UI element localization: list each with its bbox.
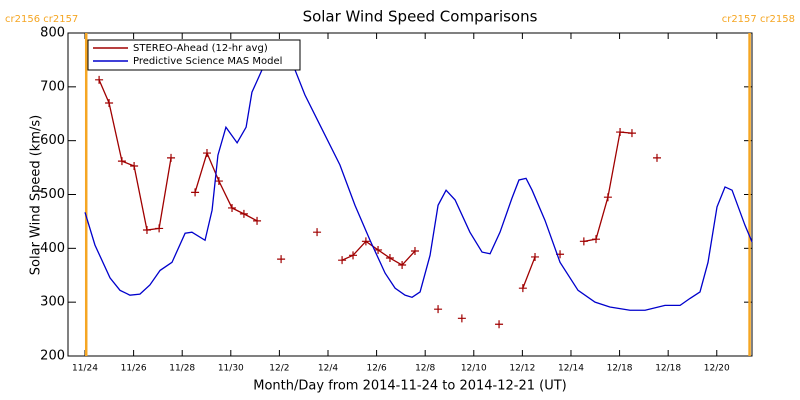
data-point bbox=[142, 226, 151, 235]
plot-frame bbox=[67, 32, 753, 357]
y-tick-label: 500 bbox=[40, 187, 65, 202]
data-point bbox=[117, 157, 126, 166]
data-point bbox=[398, 261, 407, 270]
data-point bbox=[239, 209, 248, 218]
x-tick-label: 12/6 bbox=[366, 364, 386, 374]
legend-label: STEREO-Ahead (12-hr avg) bbox=[133, 43, 268, 54]
y-tick-label: 600 bbox=[40, 133, 65, 148]
data-point bbox=[313, 228, 322, 237]
series-line bbox=[522, 256, 536, 289]
x-tick-label: 12/20 bbox=[704, 364, 730, 374]
data-point bbox=[410, 247, 419, 256]
x-axis-label: Month/Day from 2014-11-24 to 2014-12-21 … bbox=[253, 379, 566, 394]
y-tick-label: 300 bbox=[40, 295, 65, 310]
x-tick-label: 12/8 bbox=[415, 364, 435, 374]
series-line bbox=[583, 131, 633, 242]
data-point bbox=[457, 314, 466, 323]
y-tick-label: 800 bbox=[40, 26, 65, 41]
chart-title: Solar Wind Speed Comparisons bbox=[303, 8, 538, 26]
data-point bbox=[361, 237, 370, 246]
data-point bbox=[518, 284, 527, 293]
y-tick-label: 200 bbox=[40, 349, 65, 364]
data-point bbox=[214, 177, 223, 186]
legend-box bbox=[87, 39, 301, 71]
legend-label: Predictive Science MAS Model bbox=[133, 56, 282, 67]
data-point bbox=[616, 128, 625, 137]
data-point bbox=[592, 235, 601, 244]
x-tick-label: 11/26 bbox=[121, 364, 147, 374]
data-point bbox=[253, 216, 262, 225]
data-point bbox=[349, 251, 358, 260]
data-point bbox=[338, 256, 347, 265]
y-axis-label: Solar Wind Speed (km/s) bbox=[29, 115, 44, 275]
data-point bbox=[434, 305, 443, 314]
data-point bbox=[105, 98, 114, 107]
data-point bbox=[495, 320, 504, 329]
series-line bbox=[98, 79, 172, 231]
data-point bbox=[228, 203, 237, 212]
data-point bbox=[155, 224, 164, 233]
x-tick-label: 12/4 bbox=[318, 364, 338, 374]
data-point bbox=[385, 254, 394, 263]
data-point bbox=[130, 161, 139, 170]
series-line bbox=[194, 151, 258, 222]
x-tick-label: 12/2 bbox=[269, 364, 289, 374]
x-tick-label: 12/18 bbox=[655, 364, 681, 374]
data-point bbox=[603, 193, 612, 202]
series-line bbox=[84, 59, 753, 311]
data-point bbox=[95, 75, 104, 84]
data-point bbox=[579, 237, 588, 246]
data-point bbox=[202, 149, 211, 158]
data-point bbox=[627, 129, 636, 138]
data-point bbox=[167, 153, 176, 162]
carrington-label: cr2157 cr2158 bbox=[722, 14, 795, 25]
data-point bbox=[652, 153, 661, 162]
x-tick-label: 11/30 bbox=[218, 364, 244, 374]
x-tick-label: 11/28 bbox=[169, 364, 195, 374]
data-point bbox=[374, 245, 383, 254]
y-tick-label: 700 bbox=[40, 79, 65, 94]
y-tick-label: 400 bbox=[40, 241, 65, 256]
x-tick-label: 12/18 bbox=[607, 364, 633, 374]
data-point bbox=[277, 255, 286, 264]
x-tick-label: 12/14 bbox=[558, 364, 584, 374]
x-tick-label: 11/24 bbox=[72, 364, 98, 374]
x-tick-label: 12/12 bbox=[509, 364, 535, 374]
carrington-label: cr2156 cr2157 bbox=[5, 14, 78, 25]
data-point bbox=[531, 252, 540, 261]
x-tick-label: 12/10 bbox=[461, 364, 487, 374]
data-point bbox=[191, 188, 200, 197]
